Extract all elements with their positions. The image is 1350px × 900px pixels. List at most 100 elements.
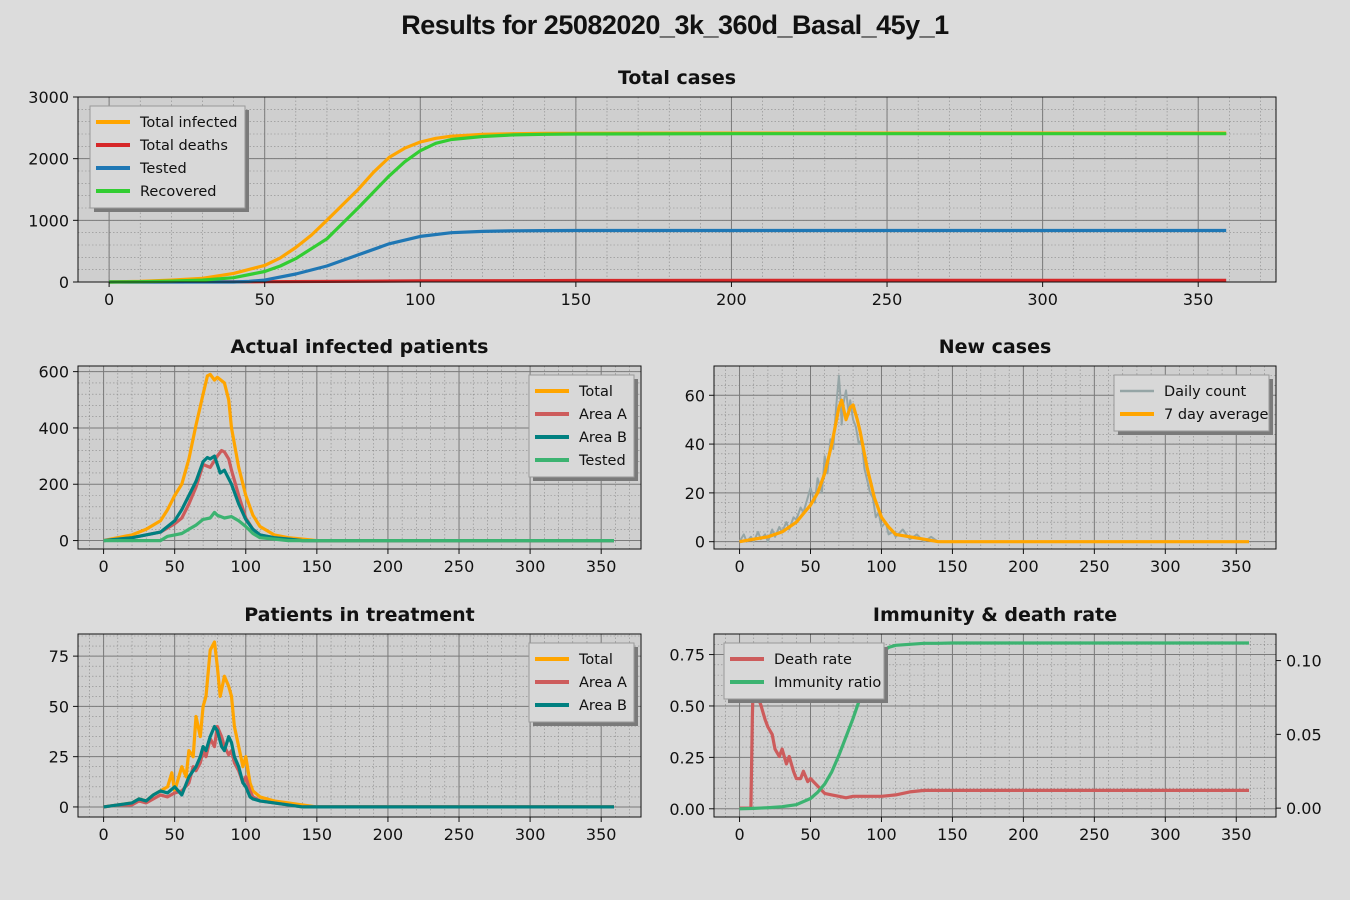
chart-total: 0 50 100 150 200 250 300 350 0 1000 2000 3000 Total … <box>28 67 1277 309</box>
series-line-7-day-average <box>739 398 1249 544</box>
y-tick-label: 0.25 <box>669 748 705 767</box>
y-tick-label: 0.00 <box>669 800 705 819</box>
y-tick-label: 0 <box>59 532 69 551</box>
y-tick-label: 0 <box>695 533 705 552</box>
y-tick-label: 60 <box>685 386 705 405</box>
x-tick-label: 300 <box>515 557 546 576</box>
y-tick-label: 25 <box>49 748 69 767</box>
y-tick-label: 400 <box>38 419 69 438</box>
chart-title: Patients in treatment <box>244 604 474 626</box>
legend-entry: Tested <box>578 453 626 469</box>
x-tick-label: 250 <box>444 825 475 844</box>
x-tick-label: 100 <box>405 290 436 309</box>
x-tick-label: 200 <box>373 557 404 576</box>
x-tick-label: 50 <box>255 290 275 309</box>
y-tick-label: 50 <box>49 697 69 716</box>
y-tick-label: 0 <box>59 273 69 292</box>
x-tick-label: 350 <box>1221 825 1252 844</box>
y-tick-label: 600 <box>38 363 69 382</box>
x-tick-label: 200 <box>716 290 747 309</box>
y-tick-label: 3000 <box>28 88 69 107</box>
y-tick-label: 200 <box>38 475 69 494</box>
legend-entry: Area B <box>579 430 627 446</box>
x-tick-label: 100 <box>230 825 261 844</box>
x-tick-label: 0 <box>734 557 744 576</box>
chart-title: Actual infected patients <box>231 336 489 358</box>
series-line-tested <box>103 510 614 543</box>
legend-entry: Total deaths <box>139 138 228 154</box>
x-tick-label: 150 <box>937 557 968 576</box>
x-tick-label: 250 <box>444 557 475 576</box>
x-tick-label: 50 <box>164 825 184 844</box>
legend-entry: Area A <box>579 675 627 691</box>
plot-area <box>78 97 1276 282</box>
x-tick-label: 200 <box>1008 825 1039 844</box>
plot-frame <box>77 365 642 550</box>
x-tick-label: 200 <box>373 825 404 844</box>
x-tick-label: 300 <box>1150 557 1181 576</box>
legend-entry: Area A <box>579 407 627 423</box>
y-tick-label: 20 <box>685 484 705 503</box>
x-tick-label: 150 <box>302 825 333 844</box>
y-tick-label: 40 <box>685 435 705 454</box>
x-tick-label: 350 <box>1221 557 1252 576</box>
x-tick-label: 150 <box>302 557 333 576</box>
plot-frame <box>77 96 1277 283</box>
chart-title: New cases <box>939 336 1052 358</box>
x-tick-label: 100 <box>866 825 897 844</box>
x-tick-label: 250 <box>872 290 903 309</box>
x-tick-label: 300 <box>1027 290 1058 309</box>
x-tick-label: 350 <box>586 557 617 576</box>
series-line-death-rate <box>739 658 1249 810</box>
figure-title: Results for 25082020_3k_360d_Basal_45y_1 <box>401 10 949 40</box>
x-tick-label: 50 <box>164 557 184 576</box>
legend-entry: Area B <box>579 698 627 714</box>
legend-entry: Total <box>578 652 613 668</box>
series-line-recovered <box>109 132 1227 284</box>
y-tick-label: 75 <box>49 647 69 666</box>
x-tick-label: 50 <box>800 557 820 576</box>
legend-entry: Total infected <box>139 115 238 131</box>
x-tick-label: 150 <box>937 825 968 844</box>
x-tick-label: 50 <box>800 825 820 844</box>
y-right-tick-label: 0.05 <box>1286 725 1322 744</box>
x-tick-label: 350 <box>1183 290 1214 309</box>
x-tick-label: 250 <box>1079 825 1110 844</box>
x-tick-label: 350 <box>586 825 617 844</box>
y-tick-label: 0.75 <box>669 646 705 665</box>
legend-box <box>1113 374 1270 432</box>
y-tick-label: 0 <box>59 798 69 817</box>
legend-entry: Tested <box>139 161 187 177</box>
legend-entry: Daily count <box>1164 384 1247 400</box>
x-tick-label: 0 <box>98 825 108 844</box>
x-tick-label: 100 <box>866 557 897 576</box>
y-tick-label: 2000 <box>28 150 69 169</box>
x-tick-label: 300 <box>1150 825 1181 844</box>
chart-newcases: 0 50 100 150 200 250 300 350 0 20 40 60 New cases Dai… <box>685 336 1277 576</box>
y-tick-label: 1000 <box>28 211 69 230</box>
chart-title: Immunity & death rate <box>873 604 1117 626</box>
x-tick-label: 0 <box>104 290 114 309</box>
series-line-total <box>103 640 614 809</box>
chart-title: Total cases <box>618 67 736 89</box>
x-tick-label: 300 <box>515 825 546 844</box>
x-tick-label: 100 <box>230 557 261 576</box>
series-line-tested <box>109 228 1227 284</box>
legend-entry: Recovered <box>140 184 216 200</box>
plot-frame <box>713 633 1277 818</box>
x-tick-label: 200 <box>1008 557 1039 576</box>
plot-frame <box>713 365 1277 550</box>
legend-entry: Death rate <box>774 652 852 668</box>
series-line-area-b <box>103 724 614 809</box>
y-tick-label: 0.50 <box>669 697 705 716</box>
x-tick-label: 0 <box>98 557 108 576</box>
plot-frame <box>77 633 642 818</box>
legend-entry: Total <box>578 384 613 400</box>
legend-entry: 7 day average <box>1164 407 1269 423</box>
y-right-tick-label: 0.00 <box>1286 799 1322 818</box>
y-right-tick-label: 0.10 <box>1286 652 1322 671</box>
chart-immunity: 0 50 100 150 200 250 300 350 0.00 0.25 0.50 0.75 0.0… <box>669 604 1321 844</box>
chart-treatment: 0 50 100 150 200 250 300 350 0 25 50 75 Patients in … <box>49 604 642 844</box>
legend-entry: Immunity ratio <box>774 675 881 691</box>
